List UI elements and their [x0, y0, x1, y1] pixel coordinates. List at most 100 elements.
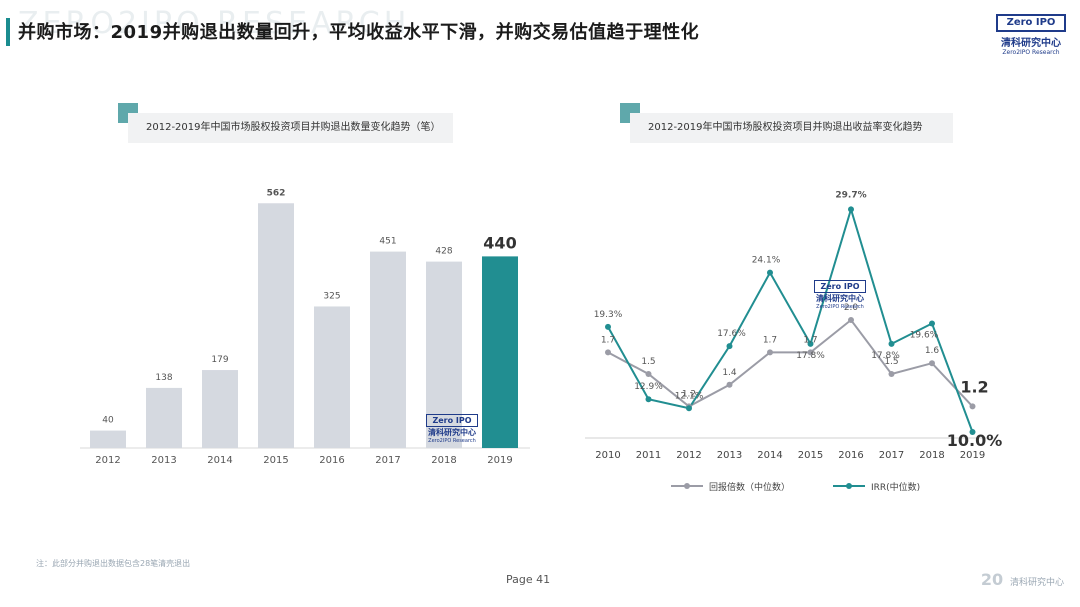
bar-tick-2014: 2014 — [207, 455, 232, 466]
line-tick-2013: 2013 — [717, 450, 742, 461]
corner-number: 20 — [980, 570, 1004, 589]
page-number: Page 41 — [506, 573, 551, 586]
series-irr-line — [607, 205, 974, 433]
bar-2019 — [482, 256, 518, 448]
irr-label-2014: 24.1% — [752, 256, 781, 266]
footnote: 注：此部分并购退出数据包含28笔清壳退出 — [36, 559, 191, 568]
bar-value-label-2017: 451 — [379, 237, 396, 247]
line-chart: 2010 2011 2012 2013 2014 2015 2016 2017 2018 2019… — [585, 190, 1003, 493]
irr-point-2019 — [969, 429, 976, 435]
multiple-label-2011: 1.5 — [641, 357, 655, 367]
bar-tick-2012: 2012 — [95, 455, 120, 466]
irr-point-2017 — [888, 340, 895, 347]
bar-value-label-2012: 40 — [102, 416, 114, 426]
bar-2015 — [258, 203, 294, 448]
wm-logo-en: Zero2IPO Research — [428, 438, 476, 444]
irr-point-2013 — [726, 343, 733, 350]
wm-logo-cn-2: 清科研究中心 — [816, 294, 864, 303]
irr-point-2014 — [767, 269, 773, 276]
bar-chart-logo-watermark: Zero IPO 清科研究中心 Zero2IPO Research — [426, 414, 478, 444]
line-chart-logo-watermark: Zero IPO 清科研究中心 Zero2IPO Research — [814, 280, 866, 310]
legend-irr-label: IRR(中位数) — [871, 481, 920, 493]
page-title: 并购市场：2019并购退出数量回升，平均收益水平下滑，并购交易估值趋于理性化 — [18, 22, 700, 43]
multiple-point-2013 — [726, 381, 733, 388]
multiple-point-2019 — [969, 403, 976, 410]
title-accent-bar — [6, 18, 10, 46]
zero2ipo-logo: Zero IPO 清科研究中心 Zero2IPO Research — [996, 14, 1066, 58]
line-tick-2010: 2010 — [595, 450, 620, 461]
irr-label-2017: 17.8% — [871, 351, 900, 361]
bar-tick-2017: 2017 — [375, 455, 400, 466]
right-header-label: 2012-2019年中国市场股权投资项目并购退出收益率变化趋势 — [630, 113, 953, 143]
corner-brand: 20 清科研究中心 — [981, 570, 1064, 589]
irr-point-2016 — [848, 206, 854, 213]
irr-label-2012: 12.1% — [675, 391, 704, 401]
bar-value-label-2013: 138 — [155, 373, 172, 383]
multiple-point-2014 — [767, 349, 773, 356]
left-header-label: 2012-2019年中国市场股权投资项目并购退出数量变化趋势（笔） — [128, 113, 453, 143]
multiple-label-2016: 2.0 — [844, 303, 859, 313]
irr-label-2018: 19.6% — [910, 331, 939, 341]
bar-tick-2013: 2013 — [151, 455, 176, 466]
watermark: ZERO2IPO RESEARCH — [18, 6, 411, 41]
multiple-label-2018: 1.6 — [925, 346, 940, 356]
line-tick-2017: 2017 — [879, 450, 904, 461]
wm-logo-en-2: Zero2IPO Research — [816, 304, 864, 310]
bar-value-label-2018: 428 — [435, 247, 452, 257]
legend-irr-dot — [846, 483, 852, 489]
multiple-point-2017 — [888, 371, 895, 377]
logo-cn: 清科研究中心 — [1001, 38, 1061, 49]
multiple-label-2013: 1.4 — [722, 368, 737, 378]
multiple-point-2010 — [605, 349, 611, 356]
multiple-point-2016 — [848, 317, 854, 323]
irr-label-2016: 29.7% — [835, 190, 866, 200]
line-tick-2019: 2019 — [960, 450, 985, 461]
line-tick-2012: 2012 — [676, 450, 701, 461]
wm-logo-box-2: Zero IPO — [814, 280, 866, 293]
irr-point-2010 — [605, 323, 611, 330]
multiple-point-2015 — [807, 349, 814, 356]
irr-point-2012 — [686, 405, 692, 412]
multiple-label-2010: 1.7 — [601, 335, 615, 345]
bar-value-label-2016: 325 — [323, 291, 340, 301]
bar-2016 — [314, 306, 350, 448]
legend-multiple-dot — [684, 483, 690, 489]
line-tick-2014: 2014 — [757, 450, 782, 461]
wm-logo-box: Zero IPO — [426, 414, 478, 427]
irr-label-2015: 17.8% — [796, 351, 825, 361]
bar-tick-2016: 2016 — [319, 455, 344, 466]
multiple-point-2011 — [645, 371, 652, 377]
bar-tick-2018: 2018 — [431, 455, 456, 466]
multiple-label-2019: 1.2 — [960, 377, 988, 396]
irr-point-2018 — [929, 320, 935, 327]
irr-label-2011: 12.9% — [634, 382, 663, 392]
bar-2014 — [202, 370, 238, 448]
irr-label-2019: 10.0% — [947, 431, 1003, 450]
irr-label-2013: 17.6% — [717, 329, 746, 339]
bar-2012 — [90, 430, 126, 448]
line-tick-2015: 2015 — [798, 450, 823, 461]
multiple-label-2012: 1.2 — [682, 389, 696, 399]
series-multiple-line — [607, 318, 974, 408]
corner-text: 清科研究中心 — [1009, 578, 1064, 588]
bar-2017 — [370, 251, 406, 448]
multiple-label-2015: 1.7 — [803, 335, 817, 345]
legend-multiple-label: 回报倍数（中位数） — [709, 481, 790, 493]
bar-value-label-2019: 440 — [483, 233, 516, 252]
irr-label-2010: 19.3% — [594, 310, 623, 320]
bar-chart: 40 2012 138 2013 179 2014 562 2015 325 2016 451 201… — [80, 188, 530, 466]
irr-point-2011 — [645, 396, 652, 403]
line-tick-2016: 2016 — [838, 450, 863, 461]
line-tick-2018: 2018 — [919, 450, 944, 461]
multiple-label-2017: 1.5 — [884, 357, 898, 367]
multiple-label-2014: 1.7 — [763, 335, 777, 345]
multiple-point-2018 — [929, 360, 935, 367]
logo-en: Zero2IPO Research — [1002, 49, 1060, 56]
bar-value-label-2015: 562 — [267, 188, 286, 198]
logo-box: Zero IPO — [996, 14, 1066, 32]
bar-tick-2015: 2015 — [263, 455, 288, 466]
line-tick-2011: 2011 — [636, 450, 661, 461]
bar-tick-2019: 2019 — [487, 455, 512, 466]
irr-point-2015 — [807, 340, 814, 347]
wm-logo-cn: 清科研究中心 — [428, 428, 476, 437]
